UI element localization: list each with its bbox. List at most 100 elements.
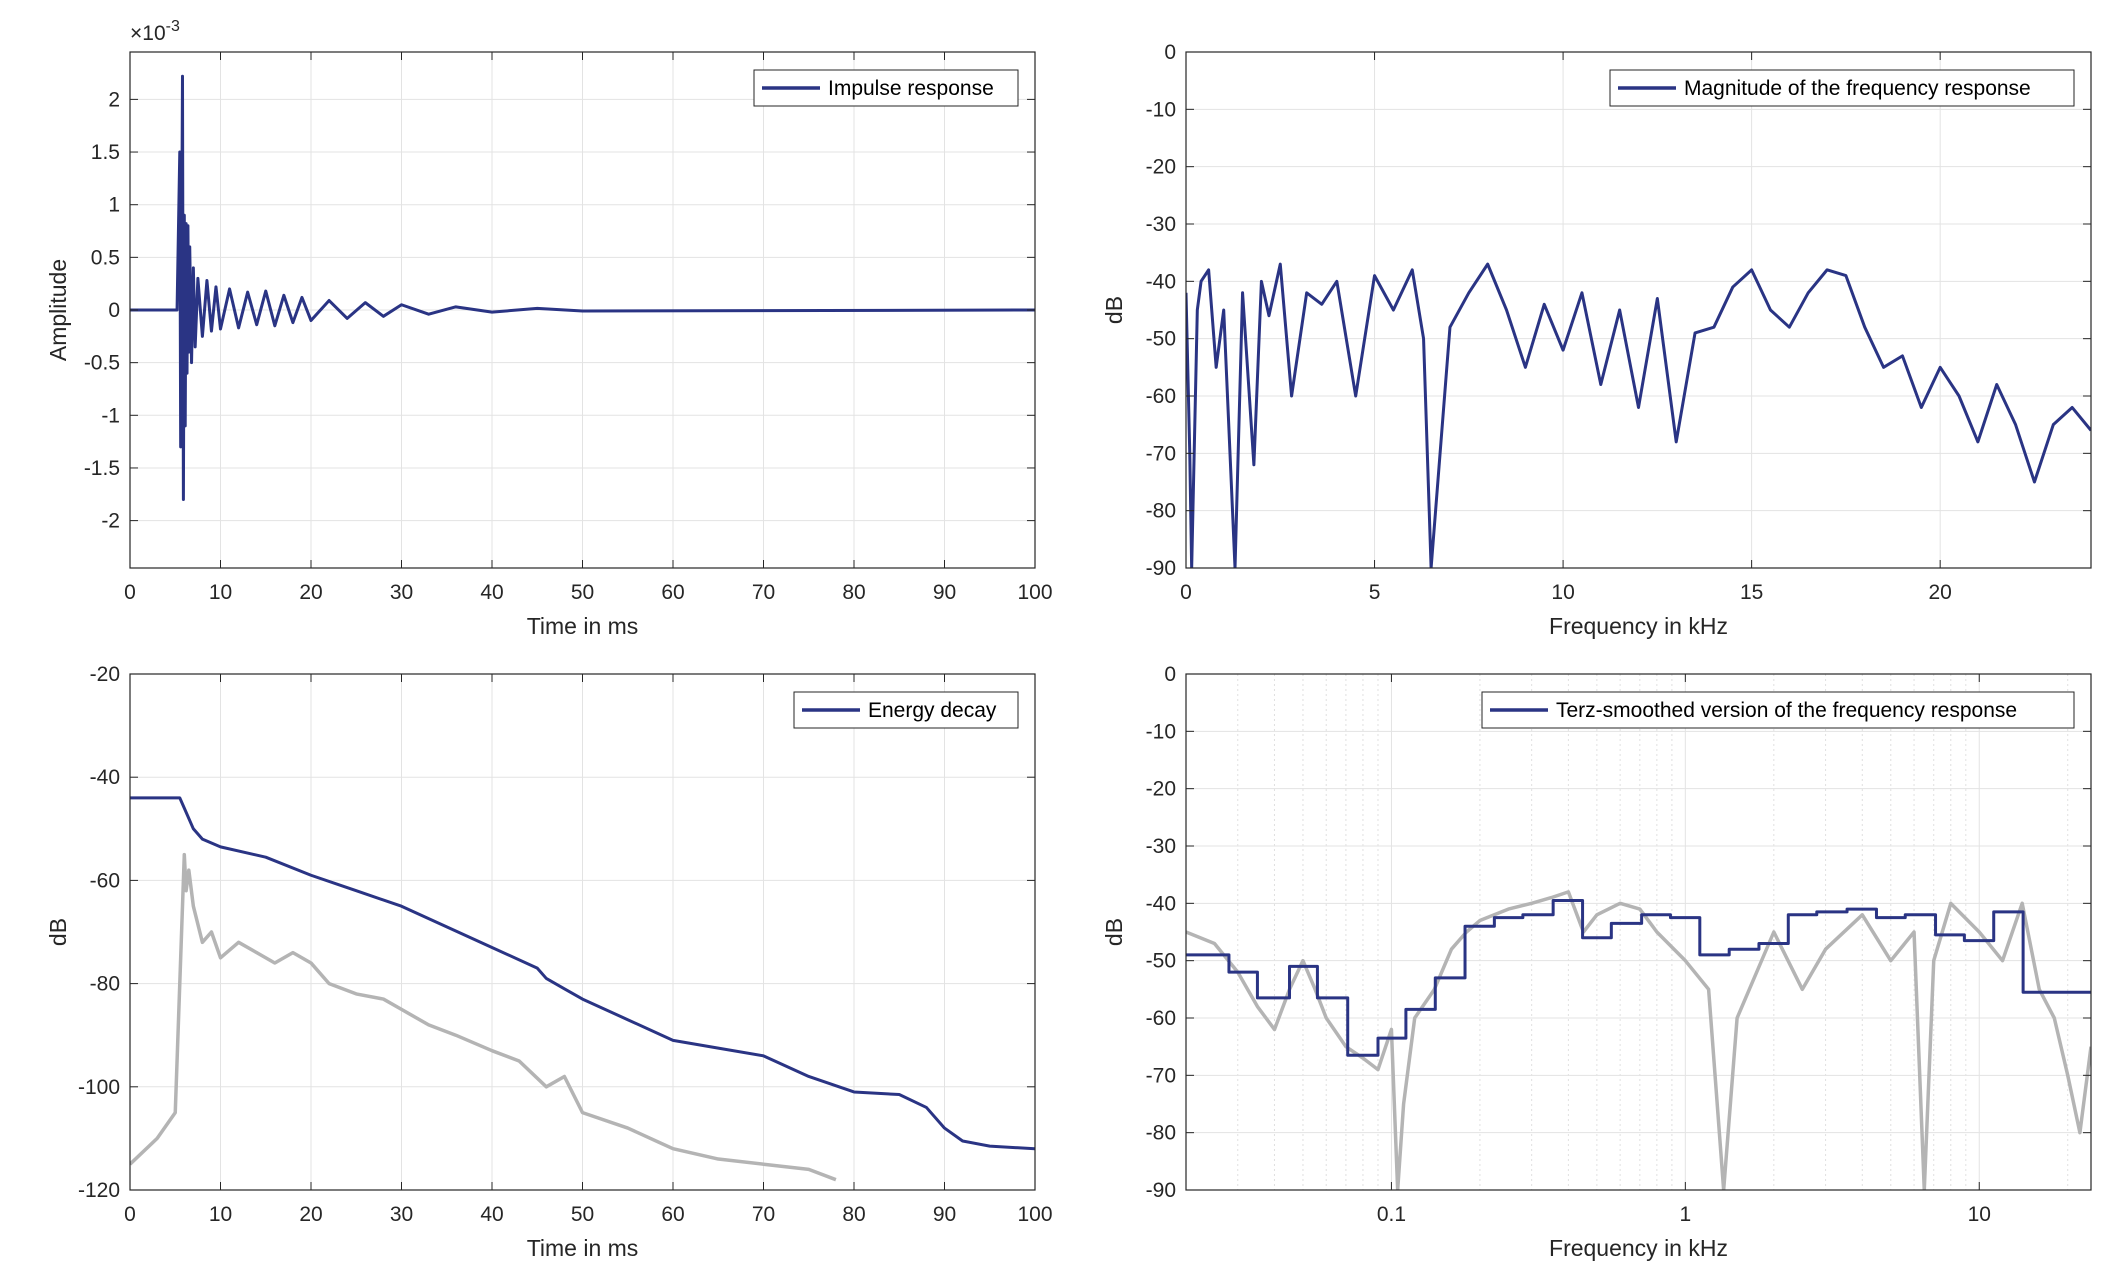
- legend: Terz-smoothed version of the frequency r…: [1481, 691, 2075, 729]
- y-axis-label: dB: [45, 918, 71, 946]
- axes-box: [1185, 51, 2092, 569]
- y-tick-label: -50: [1146, 328, 1176, 351]
- y-tick-label: -20: [1146, 156, 1176, 179]
- y-tick-label: 2: [108, 88, 120, 111]
- x-axis-label: Frequency in kHz: [1549, 1235, 1728, 1261]
- x-tick-label: 100: [1017, 581, 1052, 604]
- series-line-0: [130, 796, 1035, 1151]
- x-tick-label: 60: [661, 1203, 684, 1226]
- y-tick-label: -90: [1146, 557, 1176, 580]
- magnitude-panel: 0 5 10 15 20 0 -10 -20 -30 -40 -50 -60 -70 -80 -90 Freq…: [1101, 41, 2092, 639]
- series-group: [130, 796, 1035, 1182]
- y-tick-label: -100: [78, 1076, 120, 1099]
- y-tick-label: -0.5: [84, 352, 120, 375]
- x-tick-label: 90: [933, 1203, 956, 1226]
- x-tick-label: 10: [1551, 581, 1574, 604]
- y-tick-label: -70: [1146, 1064, 1176, 1087]
- impulse-response-panel: 0 10 20 30 40 50 60 70 80 90 100 -2 -1.5 -1 -0.5 0 0.5 1 1…: [45, 18, 1053, 639]
- y-axis-label: dB: [1101, 918, 1127, 946]
- axes-box: [1185, 673, 2092, 1191]
- legend-label: Terz-smoothed version of the frequency r…: [1556, 699, 2017, 722]
- y-tick-label: 0: [1164, 663, 1176, 686]
- y-tick-label: -2: [101, 510, 120, 533]
- y-tick-label: -1.5: [84, 457, 120, 480]
- y-tick-label: -90: [1146, 1179, 1176, 1202]
- x-tick-label: 30: [390, 581, 413, 604]
- x-tick-label: 5: [1369, 581, 1381, 604]
- x-tick-label: 40: [480, 1203, 503, 1226]
- legend: Impulse response: [753, 69, 1019, 107]
- series-line-1: [1186, 890, 2091, 1190]
- y-axis-label: dB: [1101, 296, 1127, 324]
- x-tick-label: 40: [480, 581, 503, 604]
- x-tick-label: 10: [1968, 1203, 1991, 1226]
- x-tick-label: 80: [842, 1203, 865, 1226]
- y-tick-label: -120: [78, 1179, 120, 1202]
- legend-box: [1481, 691, 2075, 729]
- energy-decay-panel: 0 10 20 30 40 50 60 70 80 90 100 -20 -40 -60 -80 -100 -1…: [45, 663, 1053, 1261]
- x-tick-label: 60: [661, 581, 684, 604]
- terz-smoothed-panel: 0.1 1 10 0 -10 -20 -30 -40 -50 -60 -70 -80 -90 Freque…: [1101, 663, 2092, 1261]
- x-tick-label: 0: [1180, 581, 1192, 604]
- x-tick-label: 30: [390, 1203, 413, 1226]
- x-tick-label: 20: [1928, 581, 1951, 604]
- y-tick-label: -30: [1146, 835, 1176, 858]
- x-tick-label: 20: [299, 581, 322, 604]
- series-line-0: [130, 74, 1035, 502]
- y-axis-label: Amplitude: [45, 259, 71, 361]
- x-tick-label: 0.1: [1377, 1203, 1406, 1226]
- legend: Energy decay: [793, 691, 1019, 729]
- y-tick-label: -30: [1146, 213, 1176, 236]
- y-tick-label: -80: [90, 973, 120, 996]
- x-tick-label: 1: [1679, 1203, 1691, 1226]
- y-tick-label: -20: [1146, 778, 1176, 801]
- x-tick-label: 15: [1740, 581, 1763, 604]
- y-tick-label: 0: [108, 299, 120, 322]
- legend: Magnitude of the frequency response: [1609, 69, 2075, 107]
- legend-label: Impulse response: [828, 77, 994, 100]
- x-tick-label: 80: [842, 581, 865, 604]
- y-tick-label: -80: [1146, 1122, 1176, 1145]
- y-tick-label: -10: [1146, 720, 1176, 743]
- y-tick-label: -1: [101, 404, 120, 427]
- x-tick-label: 10: [209, 581, 232, 604]
- x-tick-label: 70: [752, 581, 775, 604]
- y-tick-label: -10: [1146, 98, 1176, 121]
- x-tick-label: 0: [124, 581, 136, 604]
- x-tick-label: 10: [209, 1203, 232, 1226]
- x-tick-label: 20: [299, 1203, 322, 1226]
- legend-label: Magnitude of the frequency response: [1684, 77, 2031, 100]
- y-tick-label: 0: [1164, 41, 1176, 64]
- plot-area: [1186, 674, 2091, 1190]
- series-line-0: [1186, 262, 2091, 568]
- x-axis-label: Time in ms: [527, 1235, 639, 1261]
- x-axis-label: Frequency in kHz: [1549, 613, 1728, 639]
- y-tick-label: -60: [1146, 385, 1176, 408]
- y-tick-label: -60: [90, 869, 120, 892]
- series-line-1: [130, 852, 837, 1182]
- plot-area: [1186, 52, 2091, 568]
- x-tick-label: 0: [124, 1203, 136, 1226]
- y-tick-label: 1.5: [91, 141, 120, 164]
- series-line-0: [1186, 898, 2091, 1057]
- legend-label: Energy decay: [868, 699, 997, 722]
- x-tick-label: 50: [571, 581, 594, 604]
- y-tick-label: -20: [90, 663, 120, 686]
- series-group: [130, 74, 1035, 502]
- x-tick-label: 100: [1017, 1203, 1052, 1226]
- x-tick-label: 50: [571, 1203, 594, 1226]
- x-axis-label: Time in ms: [527, 613, 639, 639]
- y-tick-label: -60: [1146, 1007, 1176, 1030]
- x-tick-label: 90: [933, 581, 956, 604]
- y-tick-label: -40: [1146, 270, 1176, 293]
- y-tick-label: -40: [90, 766, 120, 789]
- y-tick-label: -40: [1146, 892, 1176, 915]
- y-tick-label: -80: [1146, 500, 1176, 523]
- y-tick-label: 0.5: [91, 246, 120, 269]
- y-tick-label: 1: [108, 194, 120, 217]
- y-tick-label: -70: [1146, 442, 1176, 465]
- legend-box: [1609, 69, 2075, 107]
- series-group: [1186, 890, 2091, 1190]
- y-tick-label: -50: [1146, 950, 1176, 973]
